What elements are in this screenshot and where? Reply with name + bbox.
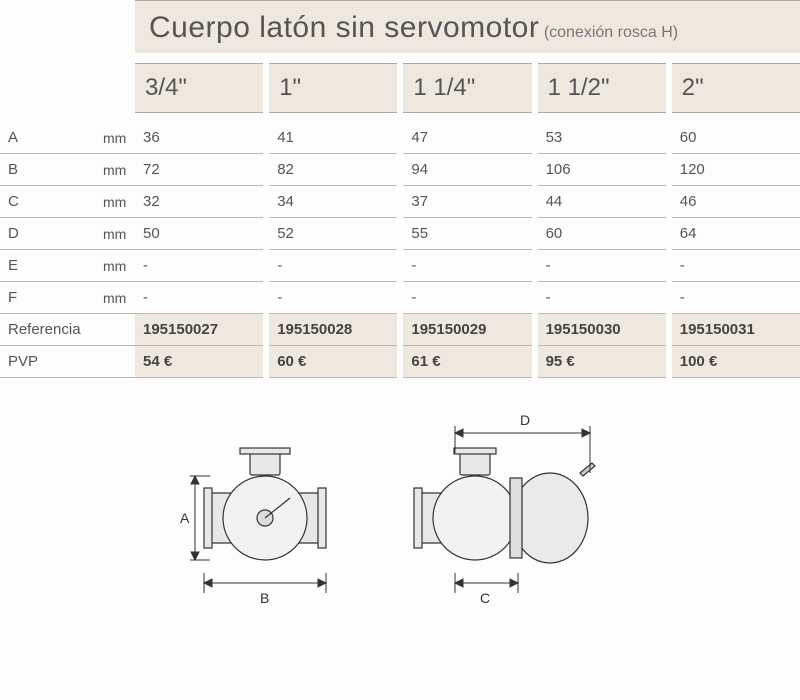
svg-text:B: B [260, 590, 269, 606]
dim-row-B: B mm 72 82 94 106 120 [0, 154, 800, 186]
cell: 106 [538, 154, 666, 186]
pvp-cell: 61 € [403, 346, 531, 378]
pvp-cell: 100 € [672, 346, 800, 378]
cell: - [135, 250, 263, 282]
spec-table: 3/4" 1" 1 1/4" 1 1/2" 2" A mm 36 41 47 5… [0, 53, 800, 378]
cell: - [672, 250, 800, 282]
cell: - [538, 282, 666, 314]
pvp-cell: 54 € [135, 346, 263, 378]
svg-text:C: C [480, 590, 490, 606]
cell: 60 [538, 218, 666, 250]
cell: 44 [538, 186, 666, 218]
svg-text:A: A [180, 510, 190, 526]
cell: 72 [135, 154, 263, 186]
ref-label: Referencia [0, 314, 135, 346]
size-col-1: 1" [269, 63, 397, 112]
dim-label: E [0, 250, 95, 282]
cell: - [403, 282, 531, 314]
dim-row-C: C mm 32 34 37 44 46 [0, 186, 800, 218]
size-col-2: 1 1/4" [403, 63, 531, 112]
dim-unit: mm [95, 154, 135, 186]
cell: 52 [269, 218, 397, 250]
cell: 32 [135, 186, 263, 218]
dim-unit: mm [95, 122, 135, 154]
cell: 37 [403, 186, 531, 218]
dim-row-E: E mm - - - - - [0, 250, 800, 282]
cell: 60 [672, 122, 800, 154]
dim-unit: mm [95, 250, 135, 282]
dim-row-F: F mm - - - - - [0, 282, 800, 314]
dim-label: C [0, 186, 95, 218]
ref-cell: 195150029 [403, 314, 531, 346]
cell: - [538, 250, 666, 282]
cell: 55 [403, 218, 531, 250]
dim-label: B [0, 154, 95, 186]
dim-label: D [0, 218, 95, 250]
ref-cell: 195150028 [269, 314, 397, 346]
cell: 120 [672, 154, 800, 186]
pvp-row: PVP 54 € 60 € 61 € 95 € 100 € [0, 346, 800, 378]
dim-unit: mm [95, 186, 135, 218]
ref-row: Referencia 195150027 195150028 195150029… [0, 314, 800, 346]
dim-row-A: A mm 36 41 47 53 60 [0, 122, 800, 154]
dim-row-D: D mm 50 52 55 60 64 [0, 218, 800, 250]
spec-sheet: Cuerpo latón sin servomotor (conexión ro… [0, 0, 800, 618]
size-header-row: 3/4" 1" 1 1/4" 1 1/2" 2" [0, 63, 800, 112]
cell: 46 [672, 186, 800, 218]
cell: 36 [135, 122, 263, 154]
pvp-label: PVP [0, 346, 135, 378]
dim-label: F [0, 282, 95, 314]
cell: - [403, 250, 531, 282]
cell: - [269, 282, 397, 314]
dim-unit: mm [95, 282, 135, 314]
cell: - [269, 250, 397, 282]
cell: 41 [269, 122, 397, 154]
cell: - [672, 282, 800, 314]
cell: 34 [269, 186, 397, 218]
pvp-cell: 60 € [269, 346, 397, 378]
cell: 53 [538, 122, 666, 154]
cell: 47 [403, 122, 531, 154]
dimension-diagram: A B [0, 398, 800, 618]
ref-cell: 195150027 [135, 314, 263, 346]
dim-label: A [0, 122, 95, 154]
svg-text:D: D [520, 412, 530, 428]
title-sub: (conexión rosca H) [544, 24, 678, 41]
ref-cell: 195150031 [672, 314, 800, 346]
cell: - [135, 282, 263, 314]
ref-cell: 195150030 [538, 314, 666, 346]
cell: 64 [672, 218, 800, 250]
size-col-4: 2" [672, 63, 800, 112]
dim-unit: mm [95, 218, 135, 250]
size-col-0: 3/4" [135, 63, 263, 112]
title-band: Cuerpo latón sin servomotor (conexión ro… [135, 0, 800, 53]
cell: 82 [269, 154, 397, 186]
pvp-cell: 95 € [538, 346, 666, 378]
cell: 50 [135, 218, 263, 250]
cell: 94 [403, 154, 531, 186]
size-col-3: 1 1/2" [538, 63, 666, 112]
title-main: Cuerpo latón sin servomotor [149, 11, 539, 44]
